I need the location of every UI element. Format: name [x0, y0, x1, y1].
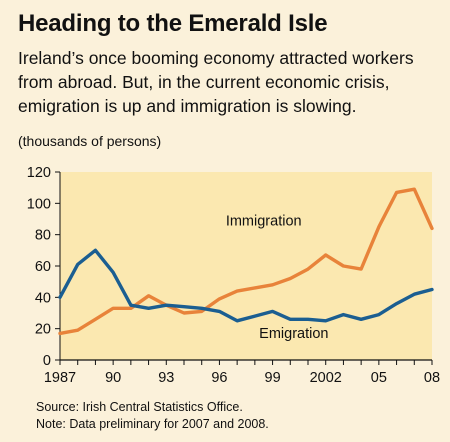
x-tick-label: 99 [265, 370, 281, 386]
series-line-immigration [58, 187, 434, 336]
y-tick-label: 120 [27, 165, 51, 181]
x-tick-label: 96 [211, 370, 227, 386]
chart-footer: Source: Irish Central Statistics Office.… [36, 399, 269, 433]
chart-subtitle: Ireland’s once booming economy attracted… [18, 48, 414, 116]
x-tick-label: 2002 [310, 370, 342, 386]
x-tick-label: 1987 [44, 370, 76, 386]
x-tick-label: 90 [105, 370, 121, 386]
plot-background [60, 172, 432, 360]
x-tick-label: 08 [424, 370, 440, 386]
source-note: Source: Irish Central Statistics Office. [36, 400, 243, 414]
x-tick-label: 05 [371, 370, 387, 386]
y-tick-label: 80 [35, 228, 51, 244]
data-note: Note: Data preliminary for 2007 and 2008… [36, 417, 269, 431]
units-label: (thousands of persons) [18, 133, 162, 149]
y-tick-label: 60 [35, 259, 51, 275]
series-label-immigration: Immigration [226, 213, 302, 229]
y-tick-label: 100 [27, 196, 51, 212]
y-tick-label: 20 [35, 322, 51, 338]
y-tick-label: 40 [35, 290, 51, 306]
series-line-emigration [58, 248, 434, 323]
series-labels: Immigration Emigration [226, 213, 329, 342]
y-tick-label: 0 [43, 353, 51, 369]
chart-axes: 0 20 40 60 80 100 120 1987 90 93 96 99 2002 05 08 [27, 165, 440, 386]
chart-lines [58, 187, 434, 336]
chart-title: Heading to the Emerald Isle [18, 10, 328, 37]
x-tick-label: 93 [158, 370, 174, 386]
series-label-emigration: Emigration [259, 326, 328, 342]
